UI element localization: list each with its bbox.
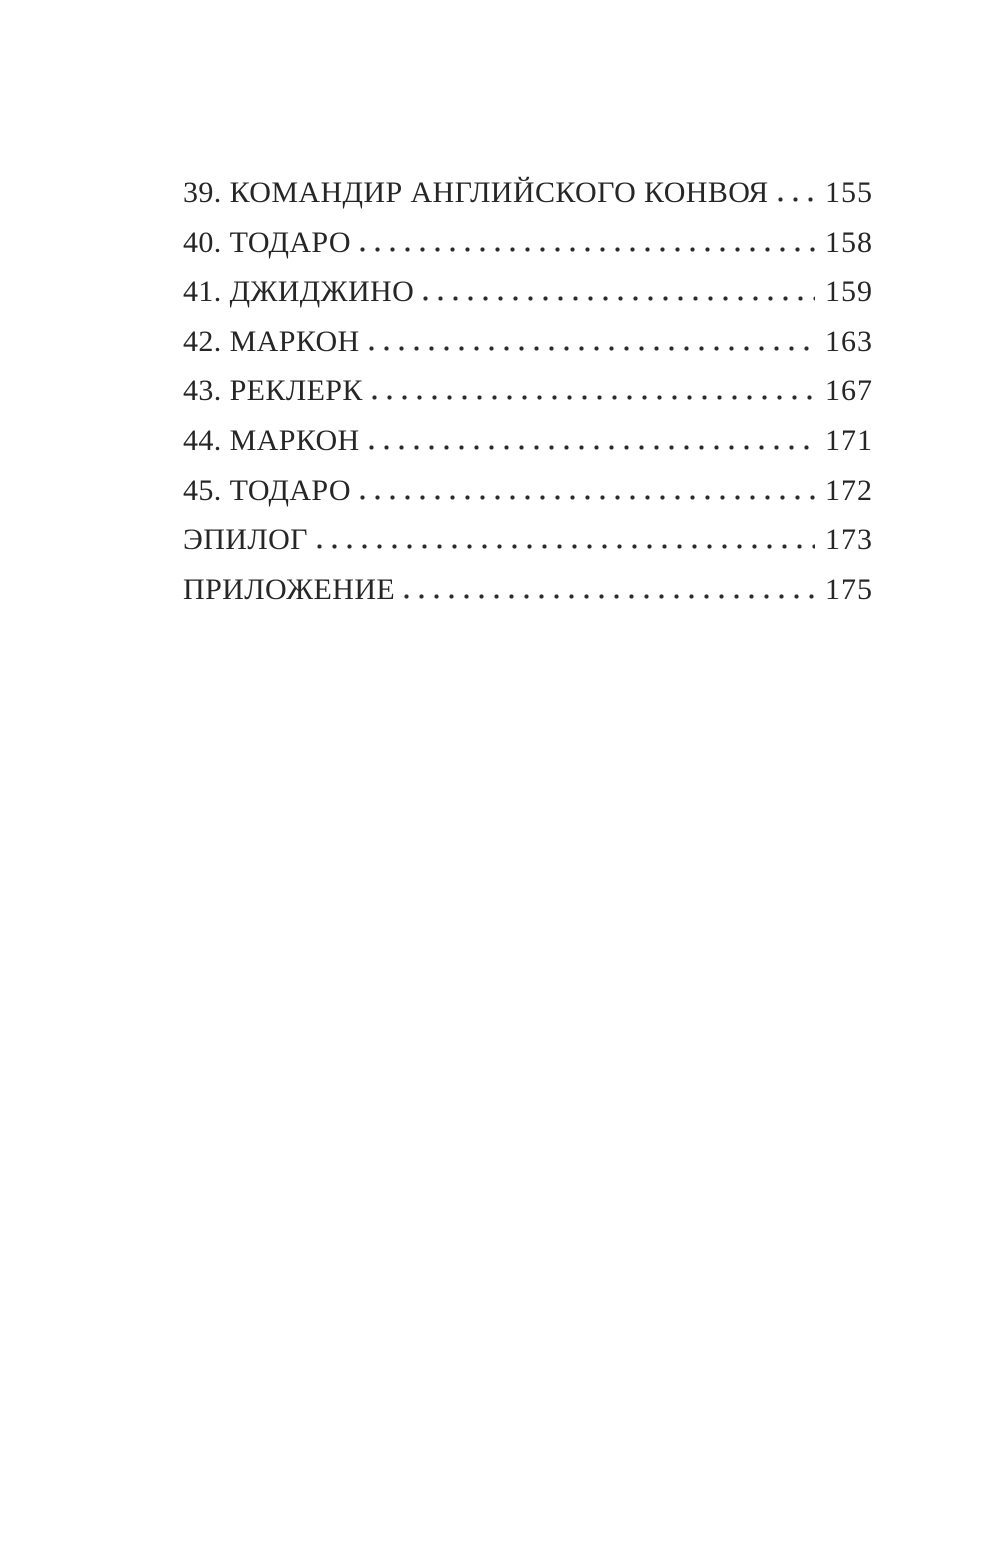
toc-leader-dots — [316, 544, 815, 550]
toc-entry-page: 171 — [825, 423, 873, 457]
toc-entry: ПРИЛОЖЕНИЕ 175 — [183, 565, 873, 615]
toc-leader-dots — [368, 345, 815, 351]
toc-entry-page: 158 — [825, 225, 873, 259]
table-of-contents: 39. КОМАНДИР АНГЛИЙСКОГО КОНВОЯ 155 40. … — [183, 168, 873, 614]
toc-entry-label: 44. МАРКОН — [183, 423, 360, 457]
toc-entry-label: ПРИЛОЖЕНИЕ — [183, 572, 396, 606]
toc-entry-label: 41. ДЖИДЖИНО — [183, 275, 415, 309]
toc-leader-dots — [359, 246, 815, 252]
toc-entry-page: 173 — [825, 523, 873, 557]
toc-entry: 44. МАРКОН 171 — [183, 416, 873, 466]
toc-entry-page: 167 — [825, 374, 873, 408]
toc-entry-label: 45. ТОДАРО — [183, 473, 351, 507]
toc-entry-page: 155 — [825, 176, 873, 209]
toc-entry-page: 163 — [825, 324, 873, 358]
toc-leader-dots — [423, 296, 815, 302]
toc-entry-label: 39. КОМАНДИР АНГЛИЙСКОГО КОНВОЯ — [183, 176, 769, 209]
toc-entry: ЭПИЛОГ 173 — [183, 515, 873, 565]
toc-leader-dots — [777, 197, 815, 202]
toc-entry-label: ЭПИЛОГ — [183, 523, 308, 557]
toc-entry: 39. КОМАНДИР АНГЛИЙСКОГО КОНВОЯ 155 — [183, 168, 873, 218]
toc-entry-label: 43. РЕКЛЕРК — [183, 374, 363, 408]
toc-leader-dots — [359, 494, 815, 500]
toc-entry: 43. РЕКЛЕРК 167 — [183, 366, 873, 416]
toc-entry: 40. ТОДАРО 158 — [183, 218, 873, 268]
toc-entry: 41. ДЖИДЖИНО 159 — [183, 267, 873, 317]
toc-entry-label: 40. ТОДАРО — [183, 225, 351, 259]
toc-leader-dots — [404, 593, 815, 599]
toc-entry-page: 172 — [825, 473, 873, 507]
toc-leader-dots — [368, 444, 815, 450]
toc-entry-page: 159 — [825, 275, 873, 309]
toc-entry: 42. МАРКОН 163 — [183, 317, 873, 367]
toc-entry-page: 175 — [825, 572, 873, 606]
toc-leader-dots — [371, 395, 815, 401]
toc-entry-label: 42. МАРКОН — [183, 324, 360, 358]
toc-entry: 45. ТОДАРО 172 — [183, 466, 873, 516]
